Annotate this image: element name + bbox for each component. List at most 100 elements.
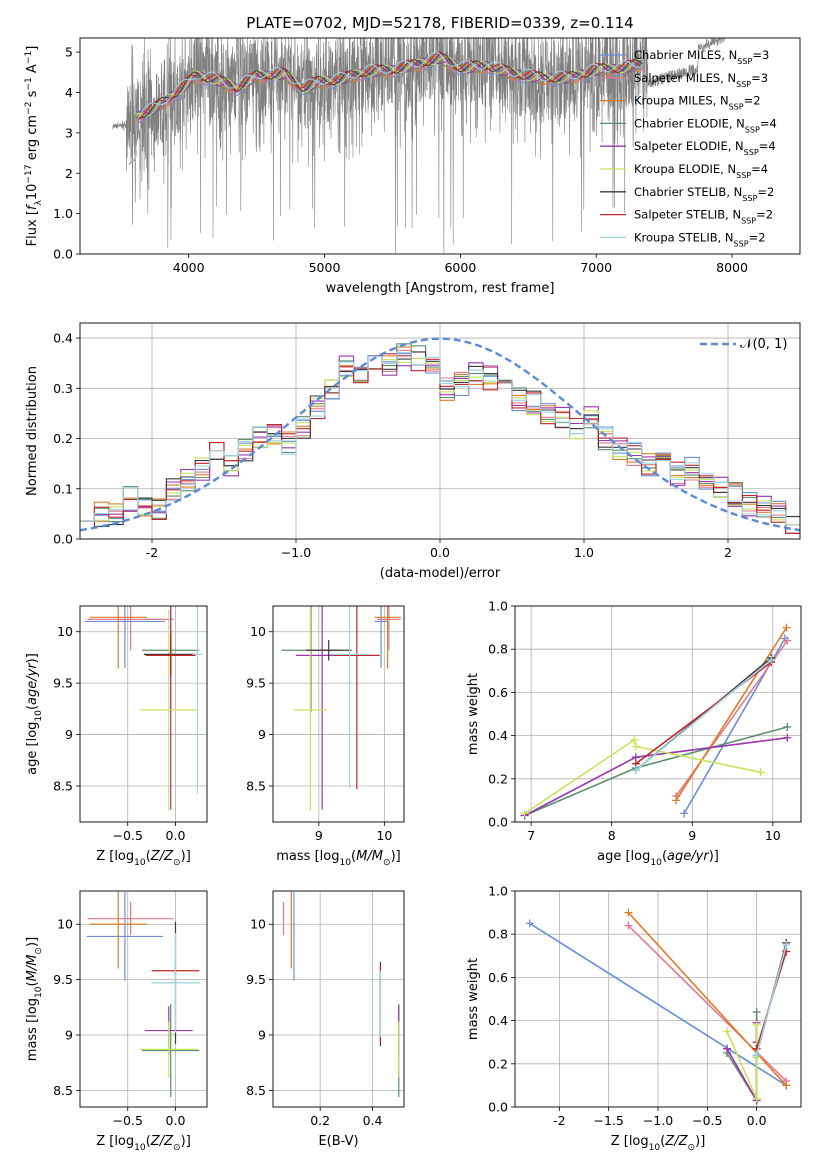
y-tick-label: 1.0 [53, 206, 73, 221]
legend-item: Chabrier MILES, NSSP=3 [634, 48, 769, 66]
y-tick-label: 0.8 [488, 927, 508, 942]
plot-area [282, 891, 400, 1098]
legend-item: 𝒩(0, 1) [740, 337, 787, 352]
mass-weight-line [635, 659, 772, 771]
y-tick-label: 4 [65, 85, 73, 100]
x-tick-label: 9 [688, 828, 696, 843]
mass-weight-point [631, 766, 640, 775]
mass-weight-line [675, 627, 788, 801]
residual-histogram [80, 351, 800, 526]
y-tick-label: 0.4 [488, 1013, 508, 1028]
axes-frame [514, 605, 802, 823]
figure-title: PLATE=0702, MJD=52178, FIBERID=0339, z=0… [246, 14, 633, 32]
panel-age_vs_Z: −0.5 0.0 8.5 9 9.5 10 Z [log10(Z/Z⊙)] age [log1… [25, 605, 208, 868]
axes-frame [272, 890, 405, 1108]
y-axis-label: age [log10(age/yr)] [25, 653, 44, 775]
y-tick-label: 0.2 [488, 1056, 508, 1071]
y-tick-label: 0.0 [488, 815, 508, 830]
mass-weight-point [723, 1044, 732, 1053]
y-tick-label: 8.5 [246, 779, 266, 794]
panel-residuals: -2 −1.0 0.0 1.0 2 0.0 0.1 0.2 0.3 0.4 (data-model)… [25, 322, 801, 581]
x-tick-label: 1.0 [574, 545, 594, 560]
panel-massweight_vs_Z: -2 −1.5 −1.0 −0.5 0.0 0.0 0.2 0.4 0.6 0.8 1.0 Z [lo… [466, 884, 802, 1153]
y-tick-label: 0.6 [488, 685, 508, 700]
x-tick-label: 0.0 [166, 828, 186, 843]
x-tick-label: 6000 [444, 260, 476, 275]
x-tick-label: 0.2 [310, 1113, 330, 1128]
mass-weight-point [782, 623, 791, 632]
mass-weight-point [782, 1081, 791, 1090]
x-axis-label: mass [log10(M/M⊙)] [276, 849, 400, 868]
y-tick-label: 10 [250, 917, 266, 932]
x-tick-label: -2 [146, 545, 158, 560]
y-tick-label: 9.5 [53, 676, 73, 691]
y-tick-label: 9.5 [246, 676, 266, 691]
y-tick-label: 9 [258, 727, 266, 742]
axes-frame [79, 37, 801, 255]
mass-weight-point [520, 809, 529, 818]
legend-item: Salpeter STELIB, NSSP=2 [634, 208, 773, 226]
axes-frame [79, 890, 208, 1108]
x-tick-label: 7 [527, 828, 535, 843]
y-tick-label: 0.1 [53, 481, 73, 496]
mass-weight-point [752, 1051, 761, 1060]
x-axis-label: Z [log10(Z/Z⊙)] [611, 1134, 706, 1153]
x-axis-label: Z [log10(Z/Z⊙)] [96, 1134, 191, 1153]
x-tick-label: 8000 [716, 260, 748, 275]
legend-item: Kroupa MILES, NSSP=2 [634, 94, 761, 112]
y-tick-label: 0.2 [488, 771, 508, 786]
x-tick-label: 0.0 [747, 1113, 767, 1128]
mass-weight-point [624, 908, 633, 917]
y-tick-label: 8.5 [246, 1083, 266, 1098]
panel-mass_vs_ebv: 0.2 0.4 8.5 9 9.5 10 E(B-V) [246, 890, 405, 1149]
y-tick-label: 9.5 [246, 972, 266, 987]
y-tick-label: 0.0 [53, 532, 73, 547]
plot-area [112, 38, 726, 254]
mass-weight-point [631, 742, 640, 751]
y-tick-label: 1.0 [488, 884, 508, 899]
y-tick-label: 10 [250, 624, 266, 639]
y-tick-label: 5 [65, 45, 73, 60]
mass-weight-point [752, 1020, 761, 1029]
y-tick-label: 2 [65, 166, 73, 181]
y-tick-label: 0.4 [488, 728, 508, 743]
axes-frame [79, 322, 801, 540]
plot-area [520, 623, 792, 820]
x-axis-label: age [log10(age/yr)] [597, 849, 719, 868]
legend-item: Salpeter MILES, NSSP=3 [634, 71, 768, 89]
x-tick-label: 10 [765, 828, 781, 843]
mass-weight-point [783, 722, 792, 731]
x-tick-label: 2 [724, 545, 732, 560]
y-tick-label: 0.8 [488, 642, 508, 657]
y-tick-label: 9.5 [53, 972, 73, 987]
mass-weight-line [524, 738, 761, 815]
mass-weight-point [767, 656, 776, 664]
axes-frame [272, 605, 405, 823]
x-tick-label: −1.5 [594, 1113, 624, 1128]
mass-weight-point [783, 636, 792, 645]
x-axis-label: Z [log10(Z/Z⊙)] [96, 849, 191, 868]
y-tick-label: 0.0 [488, 1100, 508, 1115]
x-tick-label: 8 [608, 828, 616, 843]
y-tick-label: 10 [57, 917, 73, 932]
x-tick-label: −1.0 [281, 545, 311, 560]
x-tick-label: −1.0 [643, 1113, 673, 1128]
y-tick-label: 3 [65, 125, 73, 140]
x-axis-label: (data-model)/error [380, 566, 501, 581]
x-tick-label: −0.5 [692, 1113, 722, 1128]
x-tick-label: 0.0 [430, 545, 450, 560]
model-spectrum [128, 51, 643, 165]
x-tick-label: 7000 [580, 260, 612, 275]
y-tick-label: 9 [65, 1028, 73, 1043]
model-spectrum [128, 56, 643, 165]
y-tick-label: 10 [57, 624, 73, 639]
y-axis-label: mass [log10(M/M⊙)] [25, 937, 44, 1061]
y-tick-label: 9 [65, 727, 73, 742]
mass-weight-point [624, 921, 633, 930]
mass-weight-point [783, 733, 792, 742]
y-axis-label: mass weight [466, 958, 481, 1040]
panel-spectrum: 4000 5000 6000 7000 8000 0.0 1.0 2 3 4 5 wavelength… [24, 37, 801, 296]
mass-weight-point [680, 809, 689, 818]
y-axis-label: mass weight [466, 673, 481, 755]
